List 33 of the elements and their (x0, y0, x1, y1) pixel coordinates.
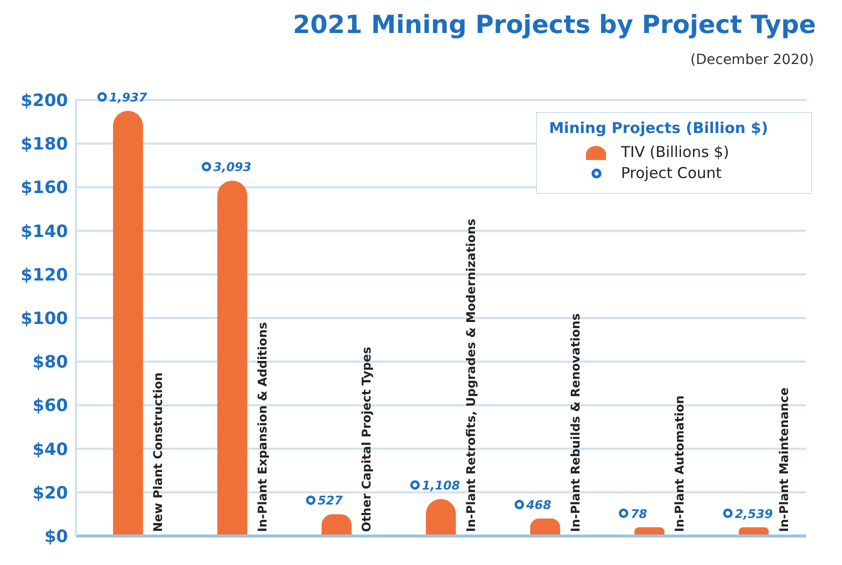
bar (530, 518, 560, 536)
bar (113, 110, 143, 536)
y-tick-label: $80 (32, 352, 68, 373)
x-tick-label: Other Capital Project Types (360, 346, 374, 532)
y-tick-label: $180 (20, 134, 68, 155)
y-tick-label: $0 (44, 527, 68, 548)
annotation: 1,108 (422, 478, 460, 492)
y-tick-label: $100 (20, 309, 68, 330)
y-tick-label: $140 (20, 222, 68, 242)
annotation: 78 (630, 506, 648, 521)
x-tick-label: In-Plant Maintenance (776, 388, 791, 532)
y-tick-label: $20 (32, 483, 68, 504)
y-tick-label: $200 (20, 91, 68, 112)
x-tick-label: New Plant Construction (151, 372, 166, 532)
legend-label: TIV (Billions $) (620, 143, 730, 161)
x-tick-label: In-Plant Retrofits, Upgrades & Modernizations (464, 218, 478, 532)
y-tick-label: $160 (20, 178, 68, 198)
bar (217, 180, 248, 536)
x-tick-label: In-Plant Expansion & Additions (255, 322, 270, 532)
x-tick-label: In-Plant Automation (672, 396, 687, 532)
chart-title: 2021 Mining Projects by Project Type (292, 10, 816, 39)
y-tick-label: $60 (32, 396, 68, 416)
annotation: 468 (525, 498, 552, 512)
y-tick-label: $120 (20, 265, 68, 286)
annotation: 1,937 (109, 90, 148, 104)
annotation: 3,093 (213, 160, 252, 174)
annotation: 2,539 (734, 506, 773, 521)
legend-title: Mining Projects (Billion $) (549, 119, 770, 137)
annotation: 527 (318, 494, 344, 508)
chart-subtitle: (December 2020) (690, 52, 814, 68)
y-tick-label: $40 (32, 440, 68, 460)
annotation: Project Count (620, 164, 723, 182)
x-tick-label: In-Plant Rebuilds & Renovations (568, 313, 582, 532)
